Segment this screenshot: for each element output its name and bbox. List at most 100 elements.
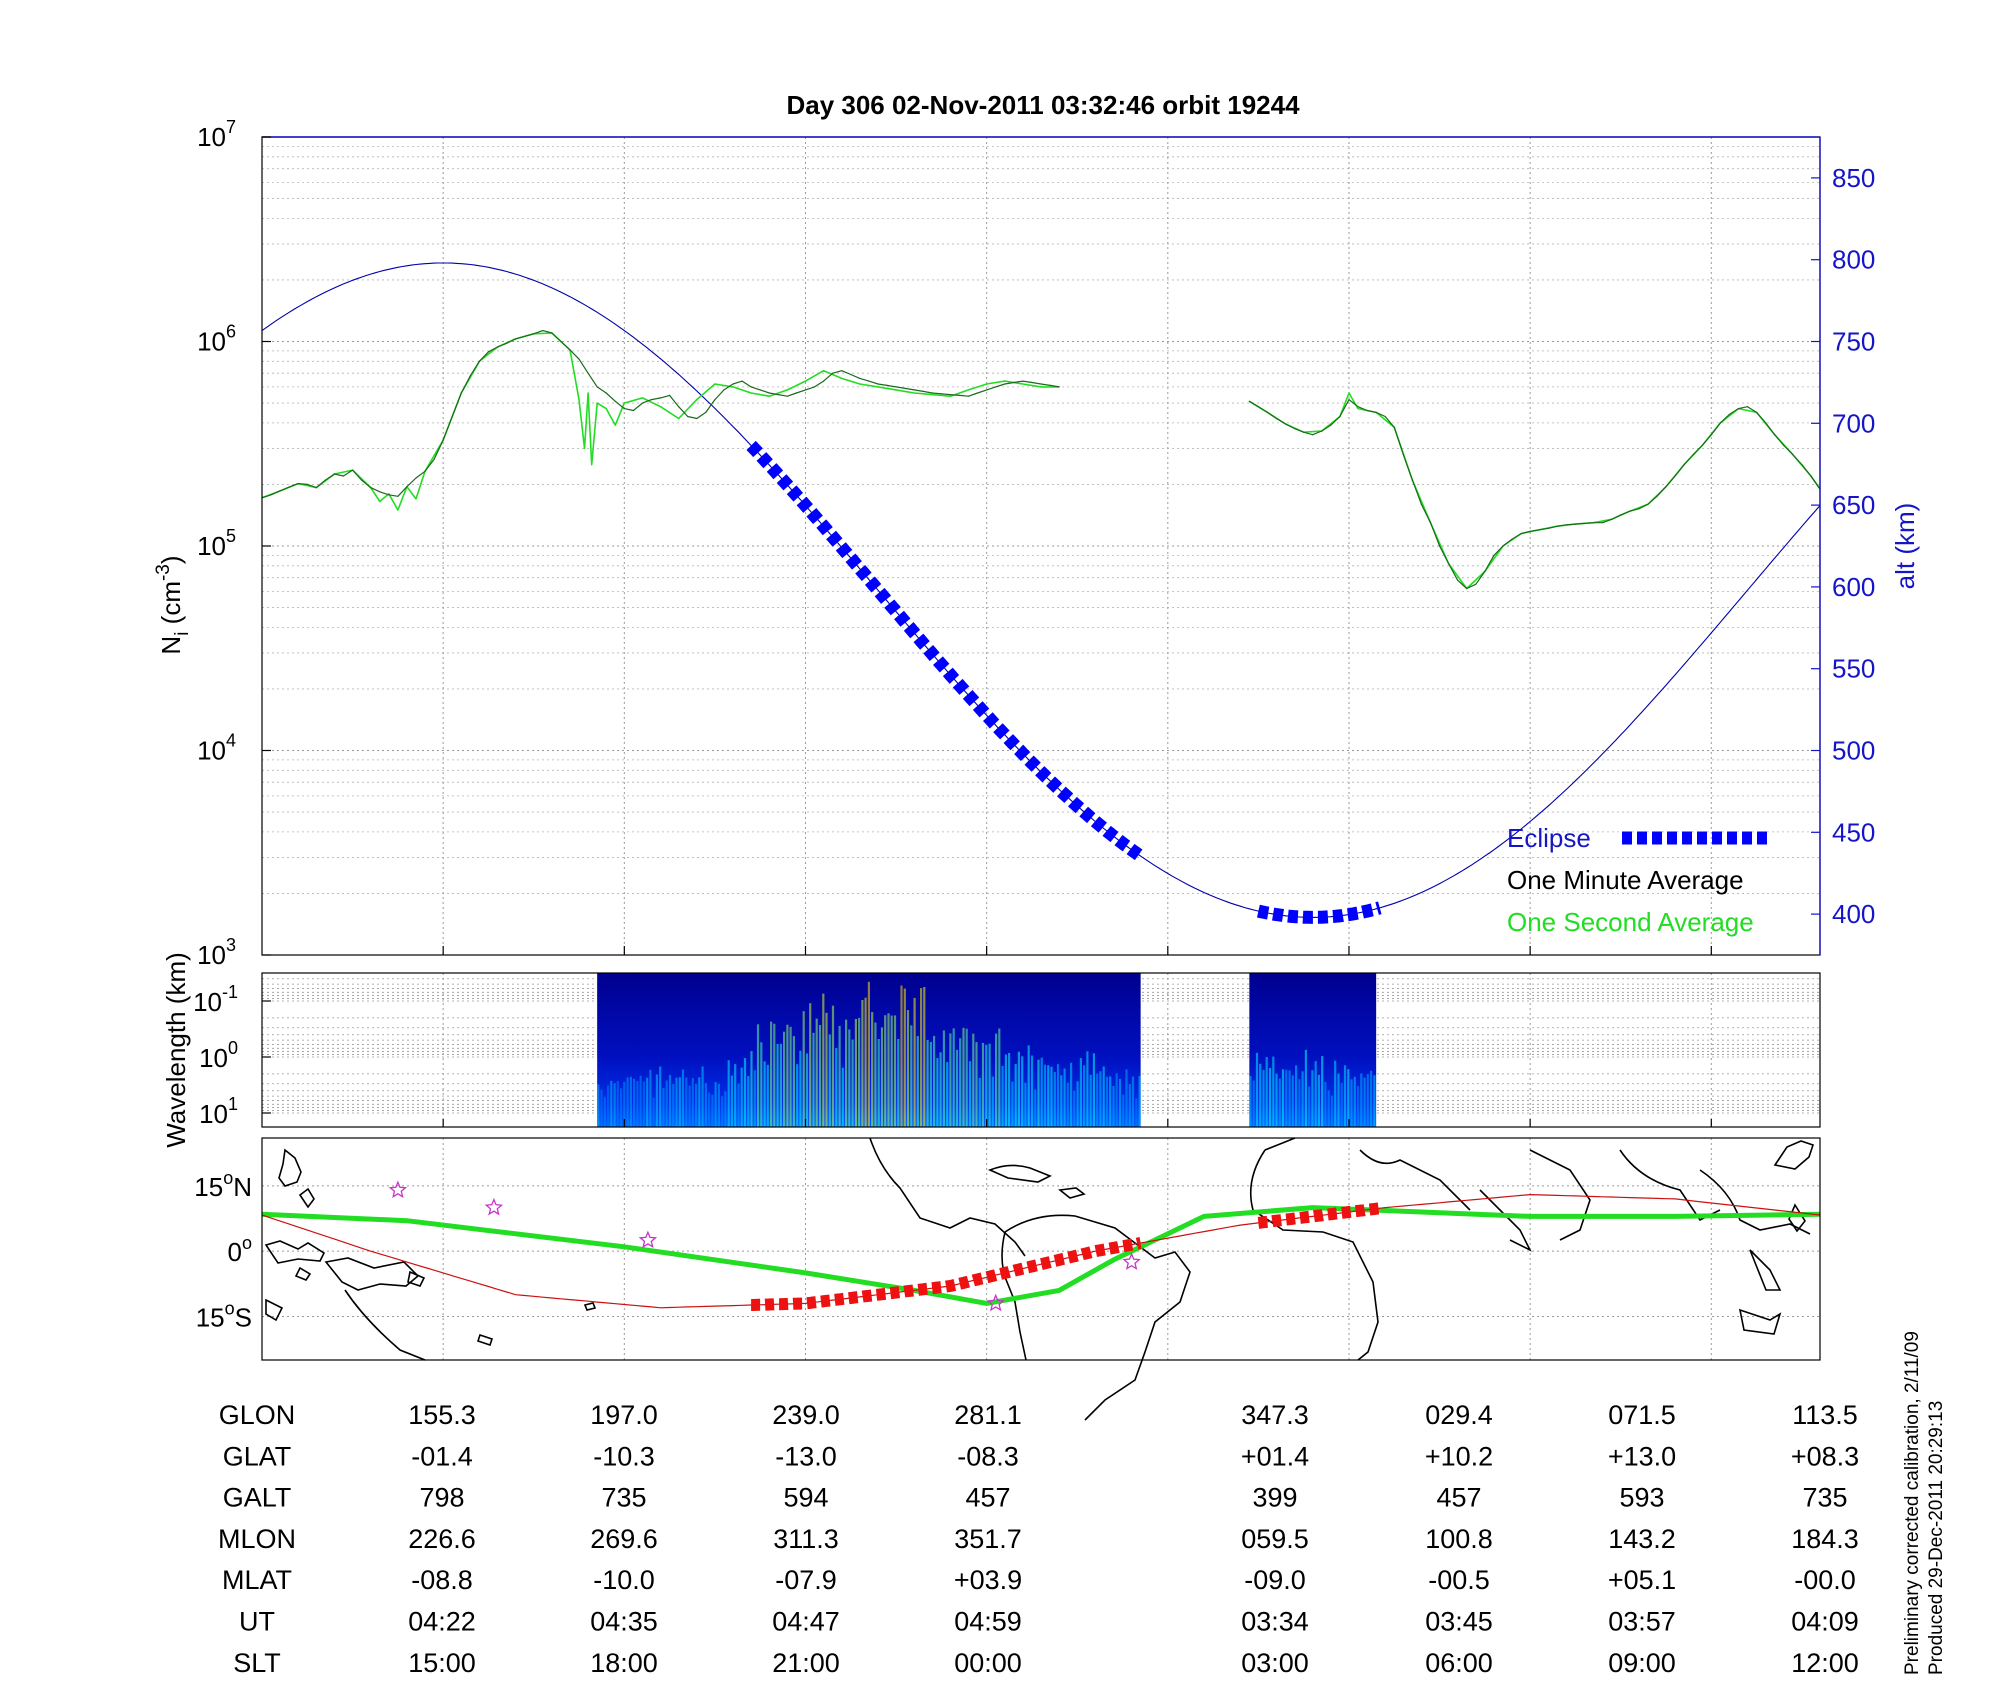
table-cell: -01.4 [411, 1441, 473, 1471]
spectrogram-streak [691, 1078, 694, 1127]
data-point [1285, 423, 1287, 425]
spectrogram-streak [636, 1081, 639, 1127]
spectrogram-streak [874, 1022, 877, 1127]
spectrogram [597, 973, 1377, 1127]
data-point [551, 332, 553, 334]
spectrogram-streak [1285, 1069, 1288, 1127]
spectrogram-streak [1275, 1073, 1278, 1127]
data-point [623, 408, 625, 410]
spectrogram-streak [805, 1053, 809, 1127]
spectrogram-streak [659, 1066, 662, 1127]
data-point [596, 386, 598, 388]
spectrogram-streak [871, 1012, 874, 1127]
spectrogram-streak [750, 1051, 753, 1127]
right-tick-label: 500 [1832, 736, 1875, 766]
spectrogram-streak [786, 1024, 789, 1127]
spectrogram-streak [910, 1025, 913, 1127]
data-point [841, 377, 843, 379]
spectrogram-streak [828, 1034, 831, 1127]
spectrogram-streak [1314, 1061, 1317, 1127]
data-point [1384, 415, 1386, 418]
data-point [324, 479, 326, 481]
data-point [1357, 406, 1359, 408]
data-point [804, 380, 807, 382]
data-point [451, 415, 453, 418]
table-cell: +10.2 [1425, 1441, 1493, 1471]
spectrogram-streak [1089, 1074, 1092, 1127]
map-lat-label: 15oN [194, 1168, 252, 1202]
spectrogram-streak [704, 1083, 707, 1127]
data-point [904, 387, 906, 389]
data-point [1420, 503, 1422, 505]
spectrogram-streak [675, 1077, 678, 1127]
mid-tick-label: 101 [199, 1094, 238, 1129]
spectrogram-streak [770, 1021, 773, 1127]
spectrogram-streak [1288, 1070, 1291, 1127]
spectrogram-streak [600, 1089, 603, 1127]
y-axis-label-wavelength: Wavelength (km) [161, 952, 191, 1148]
data-point [524, 335, 526, 337]
spectrogram-streak [1370, 1070, 1373, 1127]
data-point [1411, 479, 1413, 481]
right-tick-label: 450 [1832, 817, 1875, 847]
table-cell: 04:59 [954, 1607, 1022, 1637]
data-point [949, 395, 952, 397]
spectrogram-streak [831, 1005, 835, 1127]
right-tick-label: 700 [1832, 408, 1875, 438]
table-cell: 281.1 [954, 1400, 1022, 1430]
spectrogram-streak [766, 1064, 769, 1127]
spectrogram-streak [629, 1076, 632, 1127]
data-point [1801, 464, 1803, 466]
spectrogram-streak [893, 1015, 897, 1127]
spectrogram-streak [616, 1081, 619, 1127]
table-cell: 12:00 [1791, 1648, 1859, 1678]
spectrogram-streak [1360, 1073, 1363, 1127]
data-point [768, 395, 770, 397]
spectrogram-streak [1076, 1081, 1079, 1127]
data-point [1774, 434, 1776, 436]
spectrogram-streak [1337, 1073, 1340, 1127]
table-cell: -08.8 [411, 1565, 473, 1595]
spectrogram-streak [613, 1083, 616, 1127]
left-tick-label: 107 [197, 117, 236, 152]
table-cell: 03:57 [1608, 1607, 1676, 1637]
star-marker [1122, 1252, 1141, 1270]
spectrogram-streak [783, 1031, 786, 1127]
data-point [1321, 430, 1323, 432]
spectrogram-streak [1249, 1076, 1252, 1127]
spectrogram-streak [1311, 1070, 1314, 1127]
data-point [1620, 514, 1622, 516]
ground-track-eclipse-segment [1257, 1202, 1381, 1229]
spectrogram-streak [1099, 1071, 1102, 1127]
spectrogram-streak [933, 1035, 936, 1127]
spectrogram-streak [1252, 1080, 1255, 1127]
left-tick-label: 103 [197, 935, 236, 970]
spectrogram-streak [698, 1077, 701, 1127]
star-marker [986, 1293, 1005, 1312]
spectrogram-streak [1255, 1052, 1259, 1127]
left-tick-label: 104 [197, 731, 236, 766]
spectrogram-streak [877, 1039, 880, 1127]
spectrogram-streak [1366, 1074, 1369, 1127]
data-point [804, 389, 807, 391]
data-point [506, 342, 508, 344]
spectrogram-streak [1030, 1055, 1034, 1127]
spectrogram-streak [747, 1076, 750, 1127]
data-point [1529, 530, 1531, 532]
table-cell: 143.2 [1608, 1524, 1676, 1554]
spectrogram-streak [845, 1019, 848, 1127]
data-point [1565, 524, 1567, 526]
data-point [1629, 510, 1631, 512]
spectrogram-streak [1278, 1078, 1281, 1127]
data-point [297, 483, 299, 485]
map-lat-label: 0o [228, 1233, 252, 1267]
data-point [614, 400, 616, 402]
eclipse-markers [746, 440, 1382, 924]
table-cell: 239.0 [772, 1400, 840, 1430]
data-point [732, 383, 734, 385]
spectrogram-streak [841, 1067, 844, 1127]
data-point [1574, 523, 1576, 525]
spectrogram-streak [809, 1003, 812, 1127]
data-point [1022, 383, 1024, 385]
data-point [288, 486, 290, 488]
